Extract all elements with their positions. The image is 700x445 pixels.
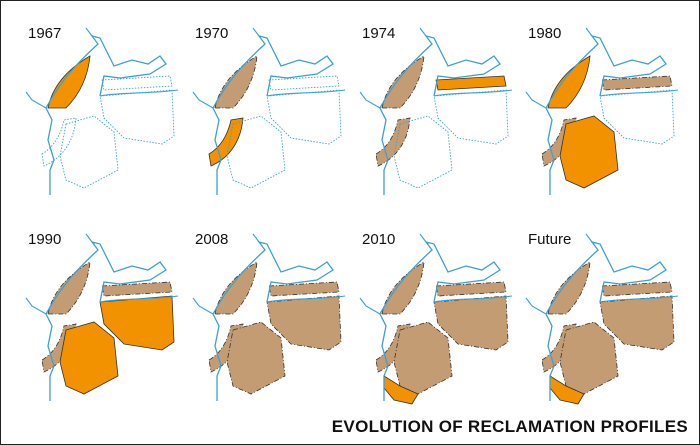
planned-outline [59,115,119,189]
reclaimed-area [381,261,425,315]
map-panel: 2010 [359,231,513,405]
coastline [212,34,334,195]
planned-outline [101,75,173,91]
planned-outline [393,115,453,189]
panel-label: 1967 [28,25,61,42]
coastline [359,27,513,109]
reclaimed-area [47,55,91,109]
reclaimed-area [559,115,619,189]
planned-outline [599,89,675,145]
panel-label: 1980 [528,25,561,42]
reclaimed-area [601,281,673,297]
panel-label: 2008 [195,231,228,248]
coastline [379,34,501,195]
reclaimed-area [59,321,119,395]
panel-label: 1974 [362,25,395,42]
map-panel: Future [525,231,679,405]
coastline [45,34,167,195]
coastline [192,233,346,315]
reclaimed-area [599,295,675,351]
reclaimed-area [214,55,258,109]
reclaimed-area [433,295,509,351]
coastline [25,233,179,315]
coastline [359,233,513,315]
reclaimed-area [559,321,619,395]
coastline [545,34,667,195]
map-panel: 1974 [359,25,513,195]
planned-outline [266,89,342,145]
reclaimed-area [547,55,591,109]
map-panel: 1990 [25,231,179,401]
reclaimed-area [226,321,286,395]
planned-outline [226,115,286,189]
planned-outline [268,75,340,91]
map-panel: 1970 [192,25,346,195]
planned-outline [99,89,175,145]
reclaimed-area [393,321,453,395]
title: EVOLUTION OF RECLAMATION PROFILES [332,417,688,436]
panel-label: Future [528,231,571,248]
coastline [525,27,679,109]
coastline [525,233,679,315]
coastline [379,240,501,401]
reclaimed-area [266,295,342,351]
planned-outline [433,89,509,145]
panel-label: 2010 [362,231,395,248]
reclaimed-area [435,75,507,91]
coastline [545,240,667,401]
coastline [212,240,334,401]
reclaimed-area [547,261,591,315]
coastline [192,27,346,109]
map-panel: 2008 [192,231,346,401]
reclaimed-area [268,281,340,297]
reclaimed-area [381,55,425,109]
coastline [45,240,167,401]
coastline [25,27,179,109]
map-panel: 1967 [25,25,179,195]
map-panel: 1980 [525,25,679,195]
reclaimed-area [435,281,507,297]
reclaimed-area [47,261,91,315]
reclaimed-area [601,75,673,91]
panel-label: 1990 [28,231,61,248]
reclaimed-area [99,295,175,351]
panel-label: 1970 [195,25,228,42]
reclaimed-area [101,281,173,297]
reclaimed-area [214,261,258,315]
